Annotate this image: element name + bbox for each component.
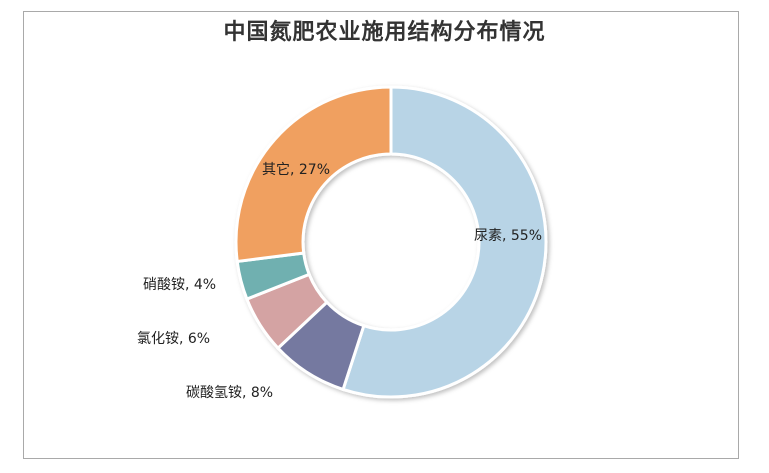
slice-label-4: 硝酸铵, 4% (143, 277, 216, 293)
slice-label-5: 其它, 27% (262, 161, 330, 178)
slice-label-1: 尿素, 55% (474, 228, 542, 244)
donut-slice-1 (341, 85, 548, 399)
donut-slice-5 (234, 85, 393, 264)
slice-label-3: 氯化铵, 6% (137, 331, 210, 347)
slice-label-2: 碳酸氢铵, 8% (186, 385, 273, 401)
chart-title: 中国氮肥农业施用结构分布情况 (223, 20, 546, 45)
